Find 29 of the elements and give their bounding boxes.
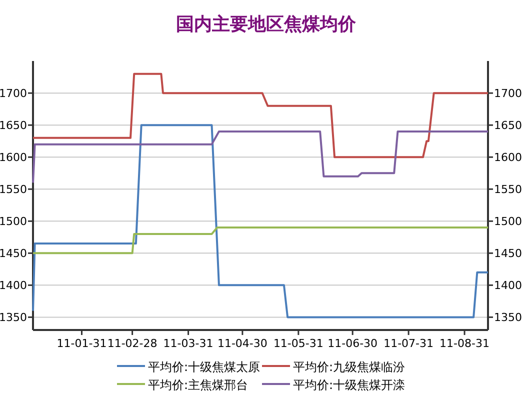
legend-label: 平均价:九级焦煤临汾 <box>293 360 406 374</box>
x-tick-label: 11-05-31 <box>273 337 324 350</box>
y2-tick-label: 1350 <box>494 311 522 324</box>
x-tick-label: 11-01-31 <box>56 337 107 350</box>
chart-title: 国内主要地区焦煤均价 <box>176 14 357 35</box>
y-tick-label: 1700 <box>0 87 27 100</box>
y2-tick-label: 1650 <box>494 119 522 132</box>
y-tick-label: 1400 <box>0 279 27 292</box>
y2-tick-label: 1600 <box>494 151 522 164</box>
x-tick-label: 11-02-28 <box>107 337 158 350</box>
legend-label: 平均价:十级焦煤开滦 <box>293 378 406 392</box>
legend-label: 平均价:主焦煤邢台 <box>148 378 248 392</box>
x-tick-label: 11-07-31 <box>384 337 434 350</box>
y-tick-label: 1450 <box>0 247 27 260</box>
legend-label: 平均价:十级焦煤太原 <box>148 360 260 374</box>
x-tick-label: 11-04-30 <box>217 337 268 350</box>
x-tick-label: 11-08-31 <box>440 337 490 350</box>
x-tick-label: 11-06-30 <box>328 337 378 350</box>
y2-tick-label: 1450 <box>494 247 522 260</box>
y-tick-label: 1650 <box>0 119 27 132</box>
y-tick-label: 1600 <box>0 151 27 164</box>
x-tick-label: 11-03-31 <box>163 337 214 350</box>
y2-tick-label: 1400 <box>494 279 522 292</box>
y2-tick-label: 1500 <box>494 215 522 228</box>
y-tick-label: 1350 <box>0 311 27 324</box>
y-tick-label: 1550 <box>0 183 27 196</box>
y-tick-label: 1500 <box>0 215 27 228</box>
y2-tick-label: 1550 <box>494 183 522 196</box>
y2-tick-label: 1700 <box>494 87 522 100</box>
